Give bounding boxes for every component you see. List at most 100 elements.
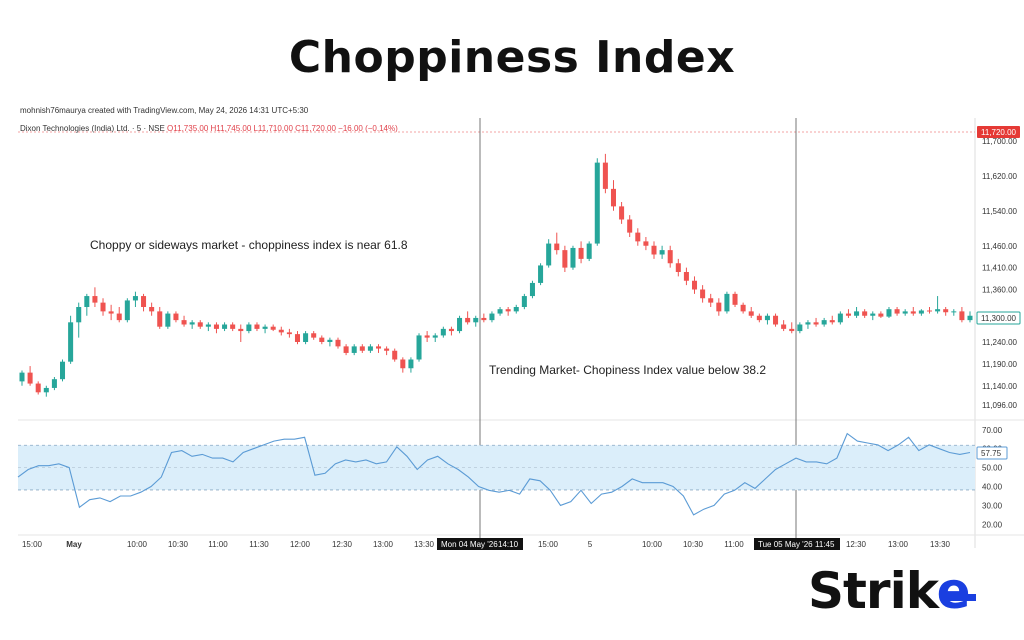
candle-body: [376, 346, 382, 349]
page-title: Choppiness Index: [288, 32, 736, 83]
x-tick-label: 13:30: [930, 540, 951, 549]
ci-tick-label: 70.00: [982, 426, 1003, 435]
candle-body: [19, 372, 25, 382]
price-tick-label: 11,700.00: [982, 137, 1018, 146]
session-date-badge: [754, 538, 840, 550]
candle-body: [457, 317, 463, 332]
price-tick-label: 11,460.00: [982, 242, 1018, 251]
candle-body: [222, 324, 228, 329]
candle-body: [424, 335, 430, 338]
price-tick-label: 11,140.00: [982, 382, 1018, 391]
symbol-legend: Dixon Technologies (India) Ltd. · 5 · NS…: [20, 124, 398, 133]
x-tick-label: 10:30: [168, 540, 189, 549]
candle-body: [51, 379, 57, 388]
ci-current-badge: [976, 446, 1008, 460]
candle-body: [627, 219, 633, 233]
candle-body: [400, 359, 406, 369]
candle-body: [68, 322, 74, 362]
chart-meta: mohnish76maurya created with TradingView…: [20, 106, 309, 115]
ci-series-line: [17, 432, 971, 516]
x-tick-label: 5: [588, 540, 593, 549]
candle-body: [505, 309, 511, 312]
ci-band-fill: [18, 445, 975, 490]
candle-body: [902, 311, 908, 314]
session-time-badge-label: 11:45: [815, 540, 835, 549]
candle-body: [432, 335, 438, 338]
ci-tick-label: 50.00: [982, 464, 1003, 473]
candle-body: [311, 333, 317, 338]
candle-body: [294, 334, 300, 342]
x-tick-label: 11:00: [724, 540, 744, 549]
candle-body: [489, 313, 495, 321]
price-tick-label: 11,540.00: [982, 207, 1018, 216]
x-tick-label: 11:00: [208, 540, 228, 549]
annotation-trending: Trending Market- Chopiness Index value b…: [489, 363, 766, 377]
candle-body: [643, 241, 649, 246]
candle-body: [635, 232, 641, 242]
current-price-badge: [976, 311, 1021, 325]
x-tick-label: 12:30: [846, 540, 867, 549]
candle-body: [700, 289, 706, 299]
candle-body: [27, 372, 33, 384]
ci-tick-label: 40.00: [982, 483, 1003, 492]
candle-body: [416, 335, 422, 360]
candle-body: [862, 311, 868, 316]
candle-body: [675, 263, 681, 272]
candle-body: [538, 265, 544, 283]
candle-body: [926, 310, 932, 312]
candle-body: [205, 324, 211, 327]
candle-body: [286, 332, 292, 335]
price-tick-label: 11,360.00: [982, 286, 1018, 295]
logo-text-accent: e: [936, 562, 971, 620]
candle-body: [886, 309, 892, 317]
candle-body: [724, 293, 730, 312]
last-price-badge: [977, 126, 1020, 138]
candle-body: [384, 348, 390, 351]
candle-body: [562, 250, 568, 268]
candle-body: [829, 320, 835, 323]
session-date-badge-label: Mon 04 May '26: [441, 540, 498, 549]
candle-body: [764, 315, 770, 321]
last-price-badge-label: 11,720.00: [981, 128, 1017, 137]
candle-body: [189, 322, 195, 325]
candle-body: [748, 311, 754, 316]
candle-body: [935, 309, 941, 312]
candle-body: [157, 311, 163, 327]
candle-body: [870, 313, 876, 316]
candle-body: [359, 346, 365, 351]
candle-body: [837, 313, 843, 323]
candle-body: [667, 250, 673, 264]
x-tick-label: 11:30: [249, 540, 269, 549]
ci-current-badge-label: 57.75: [981, 449, 1002, 458]
candle-body: [60, 361, 66, 380]
candle-body: [497, 309, 503, 314]
x-tick-label: 13:30: [414, 540, 435, 549]
candle-body: [797, 324, 803, 332]
candle-body: [594, 162, 600, 244]
candle-body: [740, 304, 746, 312]
candle-body: [619, 206, 625, 220]
arrow-left-icon: [942, 594, 976, 601]
arrow-shaft: [942, 594, 976, 601]
candle-body: [92, 296, 98, 303]
x-tick-label: 12:00: [290, 540, 311, 549]
candle-body: [230, 324, 236, 329]
candle-body: [408, 359, 414, 369]
candle-body: [716, 302, 722, 312]
x-tick-label: 10:00: [642, 540, 663, 549]
candle-body: [813, 322, 819, 325]
candle-body: [392, 350, 398, 360]
price-tick-label: 11,190.00: [982, 360, 1018, 369]
candle-body: [854, 311, 860, 316]
candle-body: [554, 243, 560, 251]
candle-body: [513, 307, 519, 312]
candle-body: [149, 307, 155, 312]
candle-body: [197, 322, 203, 327]
candle-body: [683, 272, 689, 281]
candle-body: [367, 346, 373, 351]
candle-body: [173, 313, 179, 321]
candle-body: [610, 188, 616, 207]
candle-body: [521, 296, 527, 307]
candle-body: [100, 302, 106, 312]
candle-body: [108, 311, 114, 314]
